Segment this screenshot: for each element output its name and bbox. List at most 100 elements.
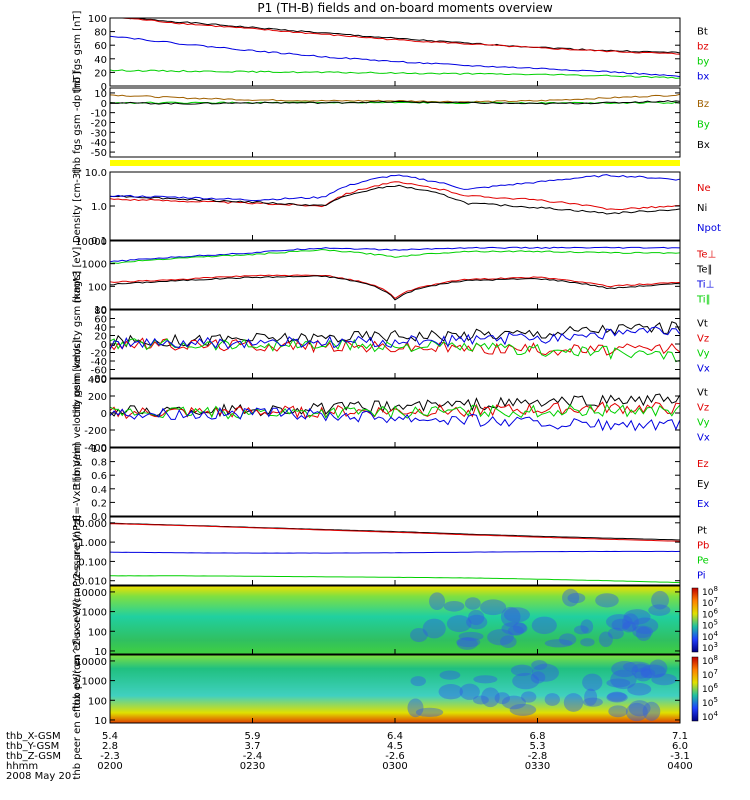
plot-area	[110, 448, 680, 516]
panel-fgs-gsm-magnitude: Bt bz by bx 100 80 60 40 20 0 thb fgs gsm [nT]	[72, 11, 709, 94]
spectrogram-patch	[628, 700, 651, 717]
x-tick-value: 0330	[525, 761, 550, 772]
spectrogram-patch	[464, 597, 481, 610]
y-tick-label: 1.0	[91, 202, 107, 213]
legend-label: Vt	[697, 319, 708, 330]
spectrogram-patch	[582, 697, 603, 707]
y-tick-label: 20	[94, 68, 107, 79]
spectrogram-patch	[635, 626, 652, 641]
y-axis-label: thb peer en eflux eV/(cm^2-s-sr-eV)	[72, 598, 83, 779]
spectrogram-patch	[608, 705, 628, 718]
y-tick-label: 0	[101, 99, 107, 110]
spectrogram-patch	[509, 703, 537, 716]
legend-label: bx	[697, 72, 709, 83]
spectrogram	[110, 655, 680, 723]
spectrogram-patch	[627, 682, 652, 696]
spectrogram-patch	[415, 707, 444, 717]
quality-flag-bar	[110, 160, 680, 166]
y-tick-label: 10.0	[85, 168, 107, 179]
y-tick-label: -20	[91, 349, 107, 360]
series-line-Vx	[109, 326, 681, 350]
plot-title: P1 (TH-B) fields and on-board moments ov…	[257, 1, 553, 15]
spectrogram-patch	[573, 625, 589, 635]
spectrogram-patch	[621, 621, 637, 633]
legend-label: Ti⊥	[696, 280, 714, 291]
series-line-Vx	[109, 406, 681, 432]
x-tick-value: 2.8	[102, 741, 118, 752]
spectrogram-patch	[531, 663, 559, 682]
spectrogram-patch	[622, 613, 639, 632]
spectrogram-patch	[531, 660, 548, 670]
y-tick-label: -30	[91, 128, 107, 139]
colorbar-strip	[691, 656, 699, 722]
legend-label: Vz	[697, 403, 709, 414]
x-tick-value: 6.8	[530, 731, 546, 742]
plot-area	[110, 172, 680, 240]
series-line-Ti∥	[109, 249, 681, 264]
spectrogram-patch	[623, 609, 651, 625]
spectrogram-patch	[598, 631, 613, 648]
y-tick-label: 10000	[75, 588, 107, 599]
spectrogram-patch	[610, 669, 637, 690]
y-tick-label: 400	[88, 375, 107, 386]
spectrogram-patch	[507, 625, 524, 636]
x-tick-value: 0400	[667, 761, 692, 772]
series-line-Vy	[109, 403, 681, 420]
x-tick-value: -2.4	[243, 751, 263, 762]
spectrogram-patch	[611, 618, 631, 631]
x-tick-value: 6.4	[387, 731, 403, 742]
legend-label: Vy	[697, 349, 710, 360]
spectrogram-patch	[544, 693, 560, 706]
y-tick-label: 1000	[82, 677, 107, 688]
series-line-Bx	[109, 100, 681, 105]
y-tick-label: 0.010	[78, 577, 107, 588]
spectrogram-patch	[467, 609, 485, 626]
y-tick-label: 1000	[82, 608, 107, 619]
legend-label: Vx	[697, 364, 710, 375]
legend-label: Vt	[697, 388, 708, 399]
series-line-bz	[110, 17, 681, 55]
plot-area	[110, 18, 680, 86]
y-tick-label: -200	[84, 426, 107, 437]
spectrogram-patch	[512, 672, 540, 690]
panel-electric-field: Ez Ey Ex 1.0 0.8 0.6 0.4 0.2 0.0 E=-VxB [mV/m]	[72, 443, 709, 523]
x-tick-value: 7.1	[672, 731, 688, 742]
y-tick-label: 10	[94, 305, 107, 316]
series-line-Vy	[109, 338, 681, 363]
y-tick-label: 0.6	[91, 471, 107, 482]
spectrogram-patch	[521, 691, 537, 703]
y-tick-label: 60	[94, 41, 107, 52]
spectrogram-patch	[501, 621, 528, 636]
y-tick-label: 0.2	[91, 498, 107, 509]
spectrogram-patch	[438, 684, 463, 700]
colorbar-label: 103	[702, 641, 718, 654]
spectrogram-patch	[456, 637, 478, 650]
y-tick-label: 10.000	[72, 519, 107, 530]
y-tick-label: 1000	[82, 260, 107, 271]
legend-label: Pt	[697, 526, 707, 537]
colorbar-strip	[691, 587, 699, 653]
spectrogram-patch	[582, 673, 603, 692]
legend-label: Ex	[697, 499, 709, 510]
y-tick-label: 200	[88, 392, 107, 403]
y-tick-label: -50	[91, 148, 107, 159]
spectrogram-patch	[640, 664, 666, 679]
x-tick-value: 4.5	[387, 741, 403, 752]
spectrogram-patch	[446, 615, 472, 633]
x-axis-row-label: thb_Z-GSM	[6, 751, 61, 762]
y-tick-label: -40	[91, 138, 107, 149]
series-line-Vz	[109, 337, 681, 356]
spectrogram-patch	[459, 683, 480, 700]
spectrogram-patch	[501, 695, 526, 710]
series-line-Pb	[109, 523, 681, 542]
colorbar-label: 106	[702, 682, 718, 695]
legend-label: Bx	[697, 140, 710, 151]
spectrogram	[110, 586, 680, 654]
legend-label: Te∥	[696, 265, 713, 276]
legend-label: Pb	[697, 541, 709, 552]
